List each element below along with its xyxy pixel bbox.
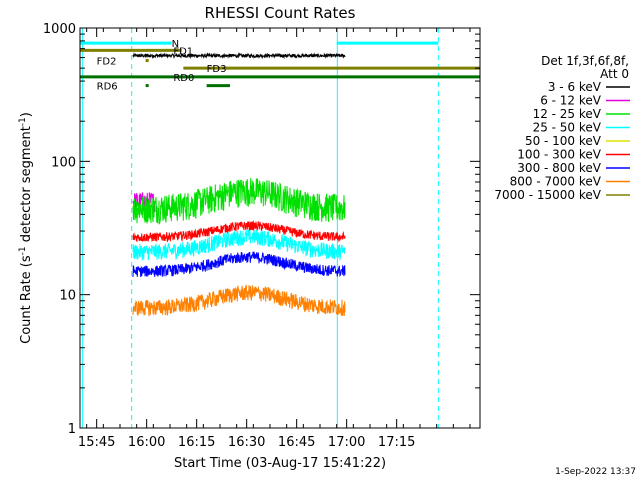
x-axis: 15:45 16:00 16:15 16:30 16:45 17:00 17:15 — [78, 28, 471, 450]
flag-label: RD0 — [173, 73, 194, 84]
x-tick-label: 16:00 — [128, 435, 165, 450]
x-tick-label: 15:45 — [78, 435, 115, 450]
y-tick-label: 100 — [51, 155, 76, 170]
flag-label: FD1 — [173, 46, 193, 57]
y-tick-label: 10 — [59, 289, 76, 304]
legend-label: 12 - 25 keV — [533, 107, 602, 121]
y-tick-label: 1000 — [43, 22, 76, 37]
legend-header-line-2: Att 0 — [600, 67, 629, 81]
legend-label: 3 - 6 keV — [548, 80, 602, 94]
flag-marker — [145, 84, 149, 88]
time-markers — [81, 28, 439, 428]
legend-label: 800 - 7000 keV — [510, 175, 602, 189]
x-tick-label: 17:00 — [328, 435, 365, 450]
y-tick-label: 1 — [68, 422, 76, 437]
series-line — [132, 229, 346, 261]
legend-label: 50 - 100 keV — [525, 134, 602, 148]
legend-label: 25 - 50 keV — [533, 121, 602, 135]
x-axis-label: Start Time (03-Aug-17 15:41:22) — [174, 456, 386, 471]
series-line — [132, 251, 346, 278]
legend-label: 100 - 300 keV — [517, 148, 601, 162]
flag-label: RD6 — [97, 82, 118, 93]
flag-label: FD2 — [97, 57, 117, 68]
chart-title: RHESSI Count Rates — [205, 4, 356, 22]
x-tick-label: 17:15 — [378, 435, 415, 450]
footer-timestamp: 1-Sep-2022 13:37 — [555, 467, 636, 477]
series-line — [132, 52, 346, 60]
y-axis: 1 10 100 1000 — [43, 22, 480, 437]
x-tick-label: 16:30 — [228, 435, 265, 450]
series-line — [132, 284, 346, 317]
legend-header-line-1: Det 1f,3f,6f,8f, — [541, 54, 629, 68]
legend-label: 6 - 12 keV — [540, 94, 602, 108]
legend-label: 7000 - 15000 keV — [494, 188, 601, 202]
legend-label: 300 - 800 keV — [517, 161, 601, 175]
x-tick-label: 16:45 — [278, 435, 315, 450]
series-line — [132, 178, 346, 225]
y-axis-label: Count Rate (s-1 detector segment-1) — [18, 112, 34, 344]
flag-marker — [145, 59, 149, 63]
plot-frame — [79, 27, 481, 429]
x-tick-label: 16:15 — [178, 435, 215, 450]
series-line — [132, 220, 346, 243]
flag-label: N — [172, 39, 179, 50]
series-lines — [132, 52, 346, 317]
flag-label: FD3 — [207, 64, 227, 75]
